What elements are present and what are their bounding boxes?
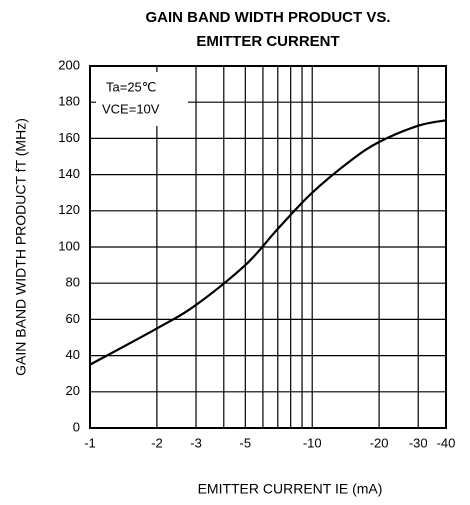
y-tick-label: 80 [66,275,80,290]
y-tick-label: 180 [58,94,80,109]
y-tick-label: 200 [58,57,80,72]
y-tick-label: 100 [58,238,80,253]
x-tick-label: -10 [303,435,322,450]
x-tick-label: -40 [437,435,456,450]
annotation: Ta=25℃ [106,79,156,94]
x-tick-label: -5 [240,435,252,450]
y-tick-label: 60 [66,311,80,326]
y-tick-label: 140 [58,166,80,181]
x-tick-label: -30 [409,435,428,450]
y-axis-label: GAIN BAND WIDTH PRODUCT fT (MHz) [13,118,29,376]
y-tick-label: 160 [58,130,80,145]
x-tick-label: -20 [370,435,389,450]
x-tick-label: -3 [190,435,202,450]
data-line [89,119,447,366]
plot-frame [89,65,447,429]
x-tick-label: -1 [84,435,96,450]
y-tick-label: 20 [66,383,80,398]
y-tick-label: 120 [58,202,80,217]
y-tick-label: 40 [66,347,80,362]
x-tick-label: -2 [151,435,163,450]
chart-title: GAIN BAND WIDTH PRODUCT VS. [146,9,391,26]
annotation-box [96,72,188,126]
annotation: VCE=10V [102,101,160,116]
chart-title: EMITTER CURRENT [196,33,339,50]
y-tick-label: 0 [73,419,80,434]
x-axis-label: EMITTER CURRENT IE (mA) [198,481,383,497]
